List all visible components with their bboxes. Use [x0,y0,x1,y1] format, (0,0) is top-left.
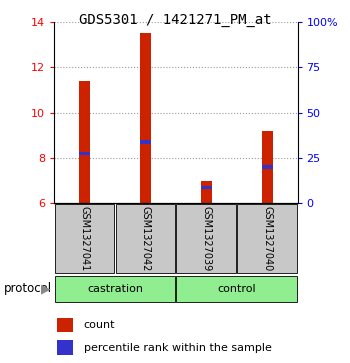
Bar [140,140,151,144]
Text: protocol: protocol [4,282,52,295]
Bar [116,204,175,273]
Bar [201,180,212,203]
Text: GSM1327039: GSM1327039 [201,206,211,271]
Text: control: control [217,284,256,294]
Text: GSM1327041: GSM1327041 [80,206,90,271]
Bar [261,131,273,203]
Bar [79,152,90,155]
Bar [140,33,151,203]
Text: GSM1327042: GSM1327042 [140,206,150,272]
Text: percentile rank within the sample: percentile rank within the sample [84,343,272,352]
Text: GSM1327040: GSM1327040 [262,206,272,271]
Bar [55,204,114,273]
Bar [79,81,90,203]
Text: castration: castration [87,284,143,294]
Text: GDS5301 / 1421271_PM_at: GDS5301 / 1421271_PM_at [79,13,271,27]
Bar [237,204,297,273]
Text: ▶: ▶ [41,282,51,295]
Bar [176,276,297,302]
Bar [55,276,175,302]
Text: count: count [84,321,115,330]
Bar [176,204,236,273]
Bar [57,318,74,333]
Bar [201,186,212,189]
Bar [57,340,74,355]
Bar [261,165,273,169]
